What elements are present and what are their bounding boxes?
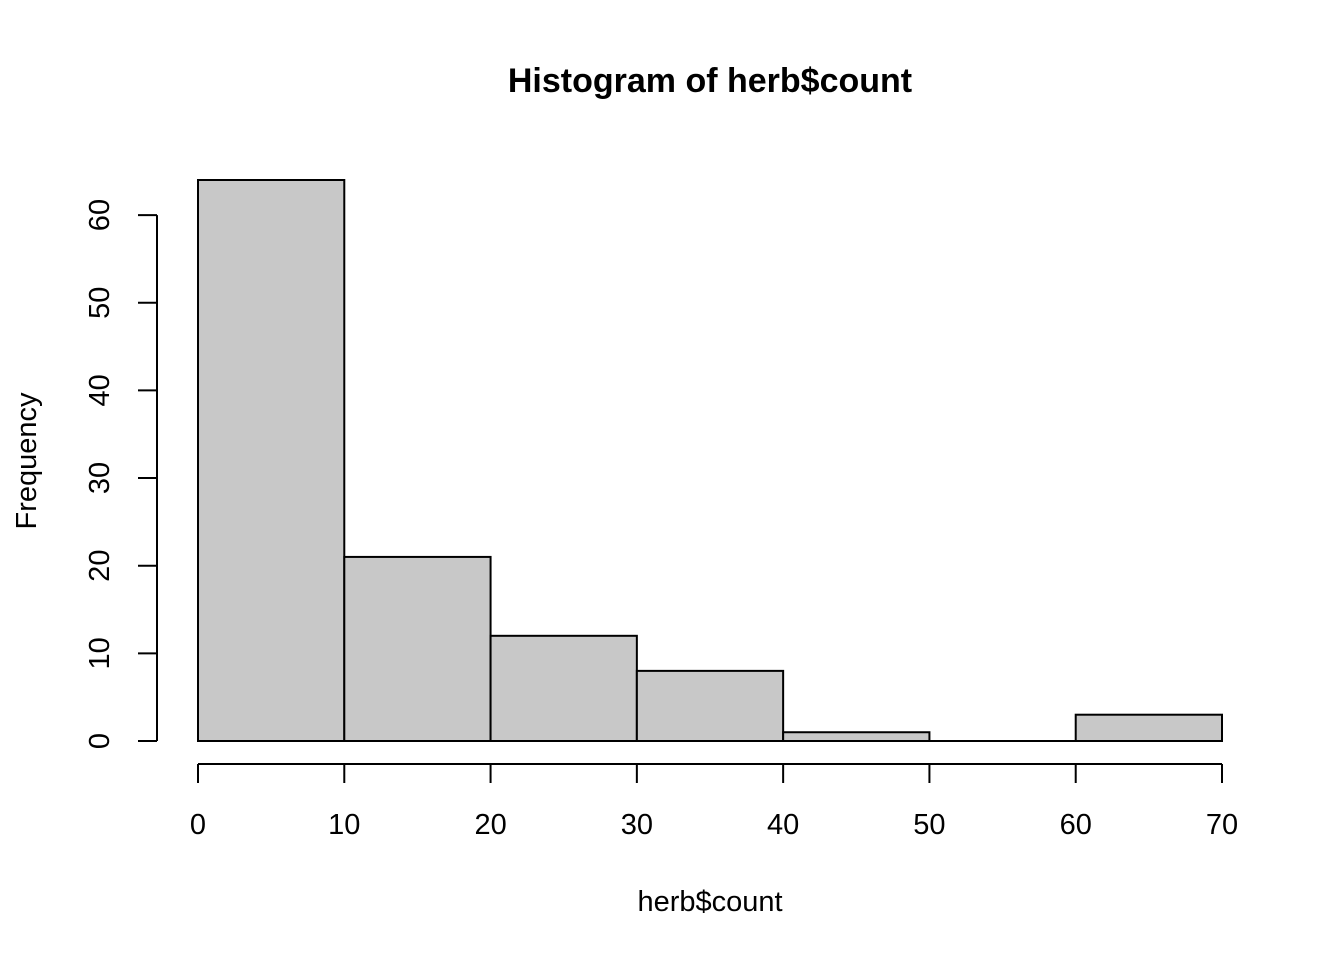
y-tick-label-20: 20 bbox=[84, 550, 116, 582]
y-axis: 0 10 20 30 40 50 60 bbox=[84, 199, 158, 749]
histogram-bar-0-10 bbox=[197, 179, 346, 742]
x-axis-label: herb$count bbox=[637, 886, 782, 918]
x-tick-label-20: 20 bbox=[474, 809, 506, 841]
y-tick-label-40: 40 bbox=[84, 374, 116, 406]
y-tick-label-50: 50 bbox=[84, 287, 116, 319]
histogram-bar-10-20 bbox=[343, 555, 492, 742]
y-axis-label: Frequency bbox=[11, 392, 43, 530]
y-tick-label-30: 30 bbox=[84, 462, 116, 494]
x-tick-label-30: 30 bbox=[621, 809, 653, 841]
histogram-bar-30-40 bbox=[635, 669, 785, 742]
y-tick-label-60: 60 bbox=[84, 199, 116, 231]
x-tick-label-0: 0 bbox=[190, 809, 206, 841]
x-tick-label-40: 40 bbox=[767, 809, 799, 841]
histogram-bar-40-50 bbox=[782, 731, 931, 742]
x-tick-label-70: 70 bbox=[1206, 809, 1238, 841]
y-tick-label-10: 10 bbox=[84, 637, 116, 669]
x-axis: 0 10 20 30 40 50 60 70 bbox=[190, 763, 1238, 841]
chart-title: Histogram of herb$count bbox=[508, 62, 912, 100]
x-tick-label-60: 60 bbox=[1060, 809, 1092, 841]
bars-group bbox=[197, 179, 1223, 742]
x-tick-label-10: 10 bbox=[328, 809, 360, 841]
y-tick-label-0: 0 bbox=[84, 733, 116, 749]
histogram-bar-20-30 bbox=[489, 634, 638, 742]
histogram-bar-60-70 bbox=[1074, 713, 1223, 742]
x-tick-label-50: 50 bbox=[913, 809, 945, 841]
